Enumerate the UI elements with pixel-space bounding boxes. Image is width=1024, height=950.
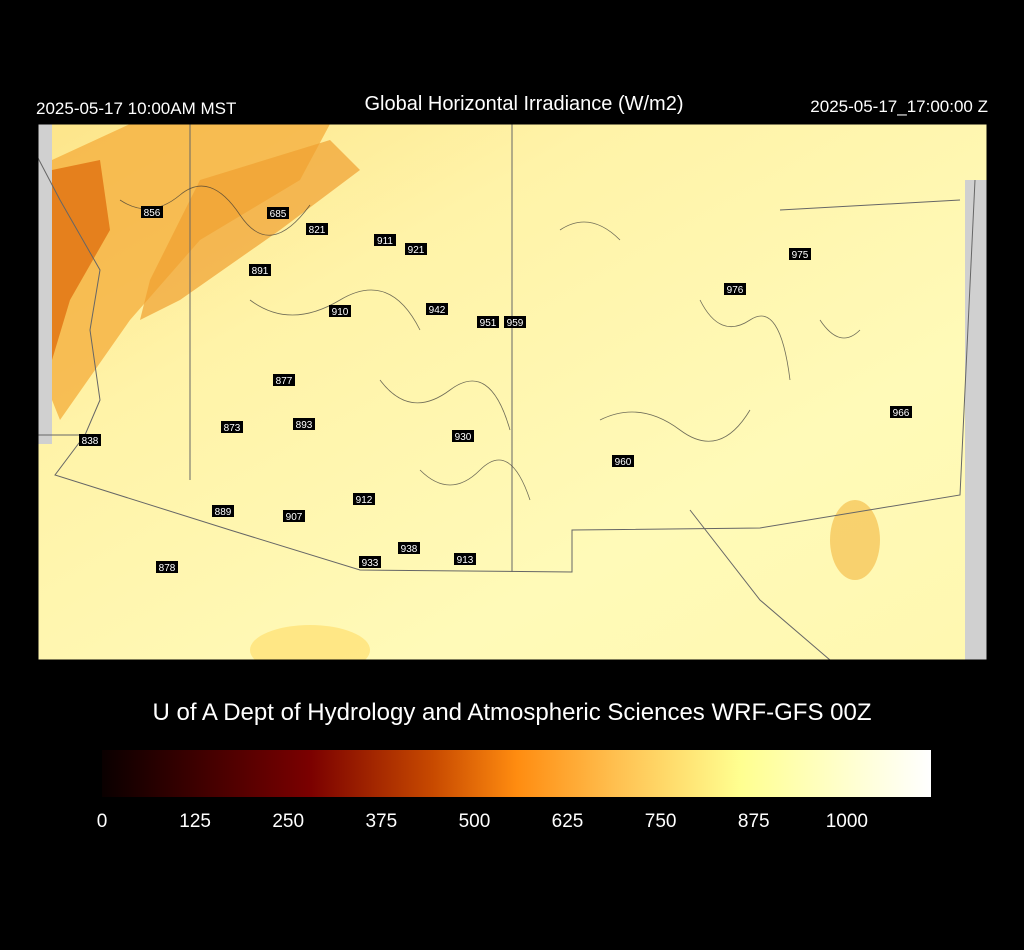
label-box [426,303,448,315]
label-box [374,234,396,246]
label-box [156,561,178,573]
irradiance-label: 951 [480,318,497,329]
label-box [293,418,315,430]
credit: U of A Dept of Hydrology and Atmospheric… [153,699,872,726]
irradiance-label: 913 [457,555,474,566]
label-box [359,556,381,568]
irradiance-label: 933 [362,558,379,569]
label-box [724,283,746,295]
label-box [329,305,351,317]
irradiance-label: 910 [332,307,349,318]
irradiance-label: 821 [309,225,326,236]
label-box [890,406,912,418]
colorbar [102,750,931,797]
irradiance-label: 938 [401,544,418,555]
irradiance-label: 921 [408,245,425,256]
label-box [353,493,375,505]
irradiance-label: 891 [252,266,269,277]
irradiance-label: 912 [356,495,373,506]
label-box [612,455,634,467]
label-box [306,223,328,235]
irradiance-label: 966 [893,408,910,419]
colorbar-tick-label: 1000 [826,811,868,832]
valid-time-utc: 2025-05-17_17:00:00 Z [810,97,988,116]
label-box [504,316,526,328]
irradiance-label: 976 [727,285,744,296]
map-title: Global Horizontal Irradiance (W/m2) [365,93,684,115]
irradiance-label: 838 [82,436,99,447]
colorbar-tick-label: 500 [459,811,491,832]
irradiance-label: 930 [455,432,472,443]
colorbar-tick-label: 750 [645,811,677,832]
label-box [789,248,811,260]
colorbar-tick-label: 625 [552,811,584,832]
irradiance-label: 911 [377,236,393,247]
label-box [405,243,427,255]
map: 856 685 821 911 921 891 910 942 951 959 877 873 893 8… [38,124,987,660]
colorbar-tick-label: 125 [179,811,211,832]
label-box [454,553,476,565]
label-box [141,206,163,218]
irradiance-label: 877 [276,376,293,387]
irradiance-label: 685 [270,209,287,220]
irradiance-label: 975 [792,250,809,261]
irradiance-label: 873 [224,423,241,434]
irradiance-label: 960 [615,457,632,468]
label-box [477,316,499,328]
colorbar-tick-label: 375 [365,811,397,832]
label-box [221,421,243,433]
label-box [273,374,295,386]
colorbar-tick-label: 0 [97,811,108,832]
label-box [283,510,305,522]
irradiance-label: 878 [159,563,176,574]
map-frame [37,123,988,661]
irradiance-label: 889 [215,507,232,518]
irradiance-label: 942 [429,305,446,316]
label-box [267,207,289,219]
irradiance-label: 856 [144,208,161,219]
colorbar-tick-label: 875 [738,811,770,832]
irradiance-label: 959 [507,318,524,329]
irradiance-label: 907 [286,512,303,523]
colorbar-tick-label: 250 [272,811,304,832]
label-box [398,542,420,554]
irradiance-label: 893 [296,420,313,431]
label-box [249,264,271,276]
label-box [452,430,474,442]
label-box [79,434,101,446]
valid-time-local: 2025-05-17 10:00AM MST [36,99,236,118]
label-box [212,505,234,517]
